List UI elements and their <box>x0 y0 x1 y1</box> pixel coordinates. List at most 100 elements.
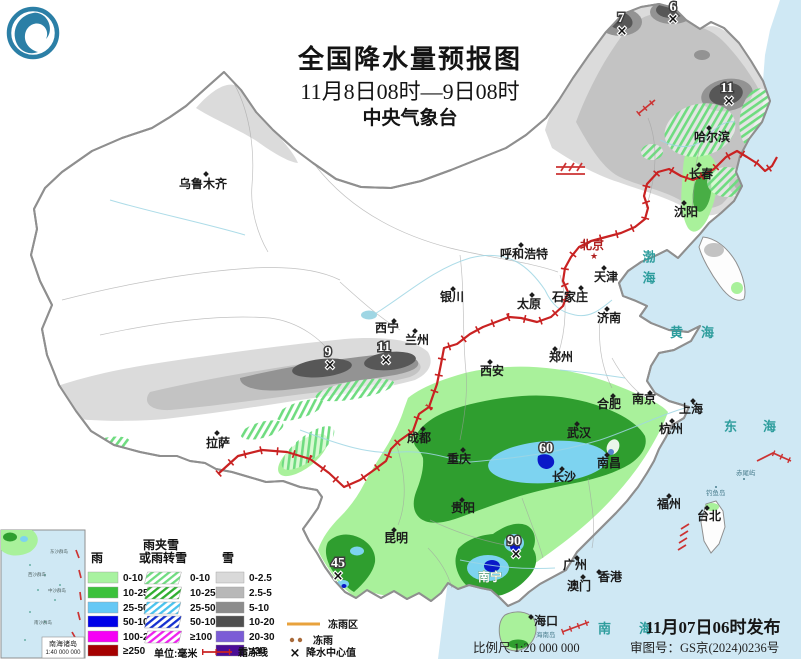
rain-area-yunnan <box>325 534 376 592</box>
city-lanzhou: 兰州 <box>405 328 429 347</box>
center-x-mark: × <box>668 12 679 27</box>
center-x-mark: × <box>325 358 336 373</box>
rivers <box>109 121 736 570</box>
legend-swatch <box>87 601 119 614</box>
inset-island-label: 中沙群岛 <box>48 587 66 594</box>
city-hangzhou: 杭州 <box>659 418 683 436</box>
map-legend: 雨 0-10 10-25 25-50 50-100 100-250 ≥250 雨… <box>87 537 358 659</box>
poyang-lake <box>608 449 614 455</box>
snow-area-qinghai <box>31 338 431 421</box>
svg-text:沈阳: 沈阳 <box>674 204 698 219</box>
korea-peninsula <box>698 236 746 301</box>
legend-frost-label: 霜冻线 <box>237 646 268 659</box>
city-hohhot: 呼和浩特 <box>500 242 548 261</box>
city-lhasa: 拉萨 <box>206 430 230 450</box>
legend-range: 5-10 <box>249 603 269 614</box>
svg-text:广州: 广州 <box>563 557 587 572</box>
rain-area-guangxi <box>455 523 537 596</box>
city-changchun: 长春 <box>689 162 714 181</box>
city-haikou: 海口 <box>528 613 558 628</box>
city-yinchuan: 银川 <box>440 286 464 304</box>
inset-dash-line <box>59 549 82 650</box>
svg-text:贵阳: 贵阳 <box>451 500 475 515</box>
city-xian: 西安 <box>480 359 504 378</box>
legend-range: 50-100 <box>190 617 222 628</box>
legend-swatch <box>215 615 245 628</box>
freeze-rain-dot-icon <box>297 637 303 643</box>
map-scale: 比例尺 1:20 000 000 <box>473 641 580 655</box>
map-header: 全国降水量预报图 11月8日08时—9日08时 中央气象台 <box>297 44 520 129</box>
boundary-marks <box>556 97 793 635</box>
province-borders <box>61 79 701 589</box>
svg-text:太原: 太原 <box>517 296 541 311</box>
freeze-rain-dot-icon <box>289 637 295 643</box>
svg-text:南宁: 南宁 <box>478 569 502 584</box>
svg-text:海口: 海口 <box>534 613 558 628</box>
island-label-chiwei: 赤尾屿 <box>736 468 756 477</box>
center-value: 90 <box>507 534 521 549</box>
city-guiyang: 贵阳 <box>451 497 475 515</box>
legend-swatch <box>144 615 182 629</box>
inset-island-dots <box>24 564 61 641</box>
snow-area-xinjiang <box>196 84 298 163</box>
sea-area <box>438 0 801 659</box>
city-guangzhou: 广州 <box>563 555 587 572</box>
city-hefei: 合肥 <box>597 393 621 411</box>
svg-text:天津: 天津 <box>594 269 618 284</box>
svg-text:合肥: 合肥 <box>597 396 621 411</box>
city-markers: 乌鲁木齐 呼和浩特 哈尔滨 长春 沈阳 ★北京 天津 石家庄 济南 郑州 太原 … <box>179 125 730 628</box>
chiwei-island-dot <box>743 478 745 480</box>
city-hongkong: 香港 <box>596 569 623 584</box>
inset-island-label: 西沙群岛 <box>28 571 46 578</box>
city-changsha: 长沙 <box>552 466 576 484</box>
svg-text:北京: 北京 <box>580 237 604 252</box>
svg-text:呼和浩特: 呼和浩特 <box>500 246 548 261</box>
center-value: 9 <box>325 345 332 360</box>
legend-sleet-title-1: 雨夹雪 <box>143 537 179 552</box>
legend-swatch <box>87 571 119 584</box>
center-x-mark: × <box>381 353 392 368</box>
center-value: 60 <box>539 441 553 456</box>
legend-x-mark: × <box>290 646 301 659</box>
svg-text:拉萨: 拉萨 <box>206 435 230 450</box>
legend-range: 2.5-5 <box>249 588 272 599</box>
legend-range: 100-250 <box>123 632 160 643</box>
city-taiyuan: 太原 <box>517 292 541 311</box>
inset-title-box <box>41 636 85 659</box>
legend-swatch <box>215 571 245 584</box>
legend-range: 10-25 <box>190 588 216 599</box>
logo-ring-icon <box>6 6 60 60</box>
city-zhengzhou: 郑州 <box>549 346 573 364</box>
center-value: 6 <box>670 0 677 15</box>
legend-swatch <box>144 571 182 585</box>
legend-range: 0-2.5 <box>249 573 272 584</box>
svg-text:石家庄: 石家庄 <box>551 289 588 304</box>
legend-range: 50-100 <box>123 617 155 628</box>
qinghai-lake <box>361 310 377 320</box>
city-harbin: 哈尔滨 <box>694 125 730 144</box>
city-xining: 西宁 <box>375 318 399 335</box>
legend-swatch <box>144 630 182 644</box>
svg-text:银川: 银川 <box>440 289 464 304</box>
svg-text:台北: 台北 <box>697 508 721 523</box>
approval-number: 审图号：GS京(2024)0236号 <box>630 640 779 655</box>
svg-text:香港: 香港 <box>597 569 623 584</box>
inset-island-label: 东沙群岛 <box>50 548 68 555</box>
legend-freeze-rain-label: 冻雨 <box>313 634 333 647</box>
svg-text:哈尔滨: 哈尔滨 <box>694 129 730 144</box>
svg-text:济南: 济南 <box>597 310 621 325</box>
legend-center-label: 降水中心值 <box>306 646 356 659</box>
legend-range: 0-10 <box>190 573 210 584</box>
sea-label-bohai: 渤海 <box>641 249 656 292</box>
city-urumqi: 乌鲁木齐 <box>179 171 228 191</box>
sea-labels: 渤海 黄海 东海 南海 钓鱼岛 赤尾屿 海南岛 <box>536 249 776 639</box>
diaoyu-island-dot <box>715 486 717 488</box>
center-x-mark: × <box>617 24 628 39</box>
svg-text:成都: 成都 <box>407 430 431 445</box>
legend-unit: 单位:毫米 <box>154 647 198 659</box>
legend-freeze-area-label: 冻雨区 <box>328 618 358 631</box>
svg-text:乌鲁木齐: 乌鲁木齐 <box>179 176 228 191</box>
inset-scale: 1:40 000 000 <box>45 650 81 656</box>
